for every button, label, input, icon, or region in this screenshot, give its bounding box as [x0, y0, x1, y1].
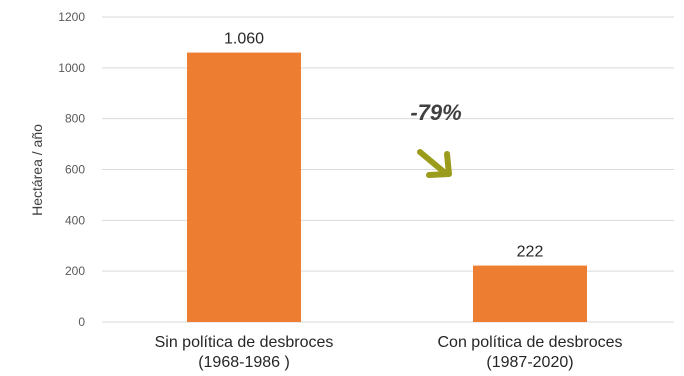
y-tick-label: 1000 — [58, 61, 85, 75]
y-tick-label: 600 — [65, 163, 85, 177]
category-labels: Sin política de desbroces (1968-1986 ) Con… — [155, 334, 623, 371]
bar-value-label: 1.060 — [224, 31, 264, 48]
bar — [187, 52, 301, 322]
bars — [187, 52, 587, 322]
bar-value-label: 222 — [517, 244, 544, 261]
change-percent-label: -79% — [410, 100, 461, 125]
category-label: Con política de desbroces — [438, 334, 623, 351]
y-axis-ticks: 0 200 400 600 800 1000 1200 — [58, 10, 85, 329]
y-tick-label: 1200 — [58, 10, 85, 24]
y-tick-label: 400 — [65, 213, 85, 227]
bar — [473, 265, 587, 322]
down-right-arrow-icon — [417, 149, 452, 178]
data-labels: 1.060 222 — [224, 31, 543, 261]
y-tick-label: 200 — [65, 264, 85, 278]
y-tick-label: 0 — [78, 315, 85, 329]
category-label: (1987-2020) — [486, 354, 573, 371]
y-tick-label: 800 — [65, 112, 85, 126]
category-label: Sin política de desbroces — [155, 334, 334, 351]
y-axis-title: Hectárea / año — [29, 124, 45, 216]
category-label: (1968-1986 ) — [198, 354, 290, 371]
change-annotation: -79% — [410, 100, 462, 178]
